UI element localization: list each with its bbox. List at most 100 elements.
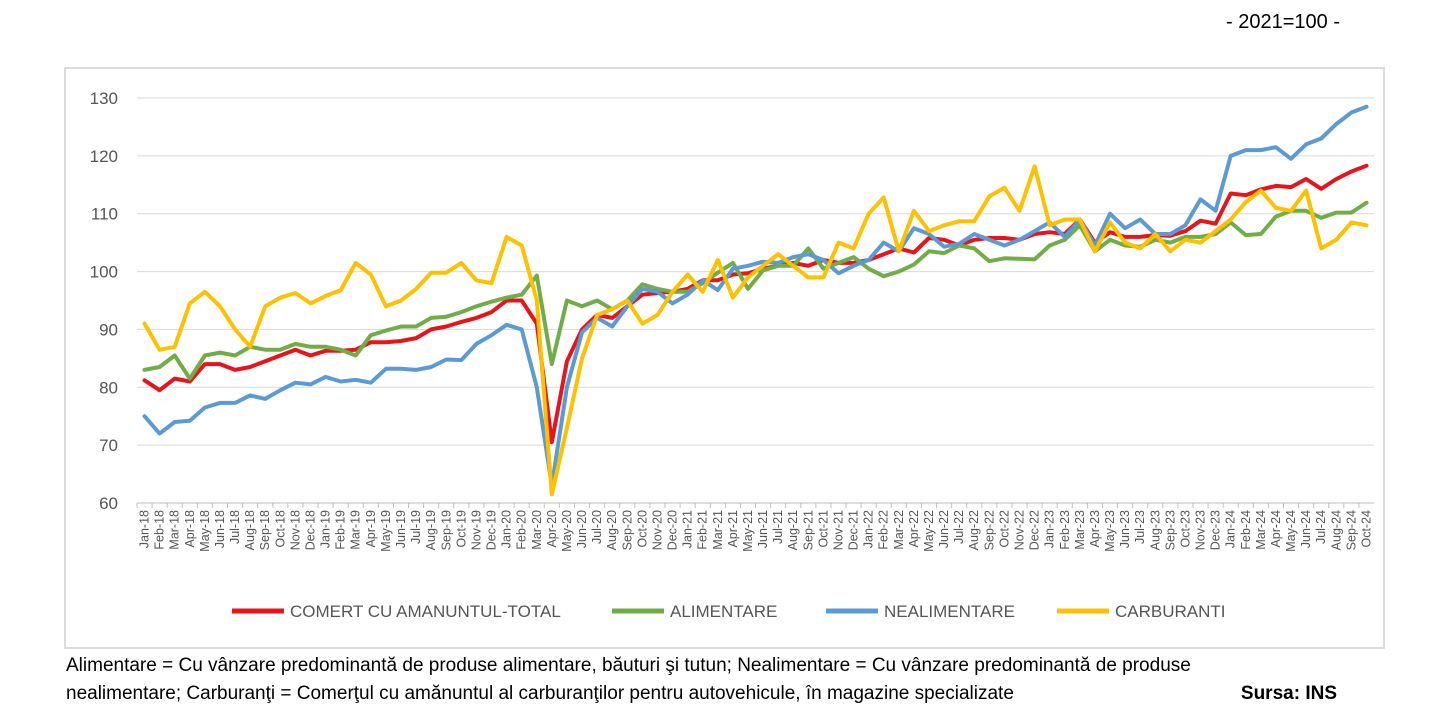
x-tick-label: Dec-18 [303, 510, 317, 550]
x-tick-label: Jun-24 [1299, 510, 1313, 548]
chart-frame [64, 67, 1385, 649]
x-tick-label: Mar-23 [1073, 510, 1087, 550]
x-tick-label: Feb-20 [515, 510, 529, 550]
x-tick-label: Dec-20 [666, 510, 680, 550]
x-tick-label: Sep-21 [801, 510, 815, 550]
x-tick-label: Aug-24 [1329, 510, 1343, 550]
x-tick-label: Aug-20 [605, 510, 619, 550]
x-tick-label: Sep-18 [258, 510, 272, 550]
x-tick-label: Nov-20 [650, 510, 664, 550]
y-tick-label: 120 [90, 147, 118, 166]
x-tick-label: Jan-21 [681, 510, 695, 548]
x-tick-label: Jun-22 [937, 510, 951, 548]
x-tick-label: Mar-22 [892, 510, 906, 550]
x-tick-label: Feb-24 [1239, 510, 1253, 550]
x-tick-label: Jul-22 [952, 510, 966, 544]
y-tick-label: 130 [90, 89, 118, 108]
x-tick-label: Oct-18 [273, 510, 287, 548]
x-tick-label: Sep-20 [620, 510, 634, 550]
x-tick-label: Nov-19 [469, 510, 483, 550]
x-tick-label: Jan-18 [138, 510, 152, 548]
legend-label: NEALIMENTARE [884, 602, 1015, 621]
x-tick-label: Jun-19 [394, 510, 408, 548]
x-tick-label: May-18 [198, 510, 212, 552]
x-tick-label: Oct-24 [1359, 510, 1373, 548]
x-tick-label: Feb-22 [877, 510, 891, 550]
x-tick-label: Jun-18 [213, 510, 227, 548]
y-tick-label: 110 [91, 205, 118, 224]
x-tick-label: Oct-21 [816, 510, 830, 548]
x-tick-label: Jan-23 [1043, 510, 1057, 548]
x-tick-label: Jul-19 [409, 510, 423, 544]
x-tick-label: Dec-23 [1209, 510, 1223, 550]
x-tick-label: Feb-19 [334, 510, 348, 550]
x-tick-label: Apr-22 [907, 510, 921, 548]
x-tick-label: Feb-18 [153, 510, 167, 550]
x-tick-label: Sep-24 [1344, 510, 1358, 550]
legend-label: COMERT CU AMANUNTUL-TOTAL [290, 602, 561, 621]
legend-label: ALIMENTARE [670, 602, 777, 621]
x-tick-label: May-23 [1103, 510, 1117, 552]
x-tick-label: Dec-21 [847, 510, 861, 550]
x-tick-label: Jan-20 [500, 510, 514, 548]
x-tick-label: Nov-18 [288, 510, 302, 550]
series-line [142, 164, 1369, 497]
y-tick-label: 100 [90, 263, 118, 282]
subtitle: - 2021=100 - [1226, 11, 1340, 33]
x-tick-label: Apr-18 [183, 510, 197, 548]
x-tick-label: Mar-18 [168, 510, 182, 550]
x-tick-label: Apr-24 [1269, 510, 1283, 548]
series-line [142, 104, 1369, 488]
y-tick-label: 70 [99, 436, 118, 455]
x-tick-label: Apr-20 [545, 510, 559, 548]
x-tick-label: Jan-19 [319, 510, 333, 548]
x-tick-label: Sep-23 [1163, 510, 1177, 550]
x-tick-label: Jul-20 [590, 510, 604, 544]
x-tick-label: Mar-24 [1254, 510, 1268, 550]
x-tick-label: Mar-20 [530, 510, 544, 550]
legend-label: CARBURANTI [1115, 602, 1226, 621]
x-tick-label: Jun-20 [575, 510, 589, 548]
x-tick-label: Dec-22 [1028, 510, 1042, 550]
x-tick-label: Jan-24 [1224, 510, 1238, 548]
x-tick-label: Sep-22 [982, 510, 996, 550]
x-tick-label: Jun-23 [1118, 510, 1132, 548]
footnote: Alimentare = Cu vânzare predominantă de … [66, 655, 1191, 676]
x-tick-label: May-21 [741, 510, 755, 552]
x-tick-label: Mar-19 [349, 510, 363, 550]
x-tick-label: Aug-22 [967, 510, 981, 550]
x-tick-label: Nov-23 [1194, 510, 1208, 550]
x-tick-label: Jul-24 [1314, 510, 1328, 544]
x-tick-label: Nov-21 [831, 510, 845, 550]
y-tick-label: 60 [99, 494, 118, 513]
x-tick-label: Aug-18 [243, 510, 257, 550]
x-tick-label: Apr-23 [1088, 510, 1102, 548]
x-tick-label: Jun-21 [756, 510, 770, 548]
x-tick-label: Apr-21 [726, 510, 740, 548]
x-tick-label: May-22 [922, 510, 936, 552]
x-tick-label: Aug-21 [786, 510, 800, 550]
x-tick-label: Jul-21 [771, 510, 785, 544]
x-tick-label: Oct-20 [635, 510, 649, 548]
x-tick-label: Aug-19 [424, 510, 438, 550]
x-tick-label: May-20 [560, 510, 574, 552]
x-tick-label: May-19 [379, 510, 393, 552]
y-tick-label: 90 [99, 320, 118, 339]
x-tick-label: Oct-23 [1178, 510, 1192, 548]
x-tick-label: Oct-19 [454, 510, 468, 548]
x-tick-label: Aug-23 [1148, 510, 1162, 550]
footnote: nealimentare; Carburanţi = Comerţul cu a… [66, 683, 1014, 704]
x-tick-label: Jul-18 [228, 510, 242, 544]
source: Sursa: INS [1240, 683, 1337, 704]
y-tick-label: 80 [99, 378, 118, 397]
x-tick-label: Jan-22 [862, 510, 876, 548]
x-tick-label: Mar-21 [711, 510, 725, 550]
series-line [142, 163, 1369, 445]
x-tick-label: Feb-23 [1058, 510, 1072, 550]
x-tick-label: Dec-19 [485, 510, 499, 550]
x-tick-label: Oct-22 [997, 510, 1011, 548]
x-tick-label: Feb-21 [696, 510, 710, 550]
x-tick-label: Sep-19 [439, 510, 453, 550]
